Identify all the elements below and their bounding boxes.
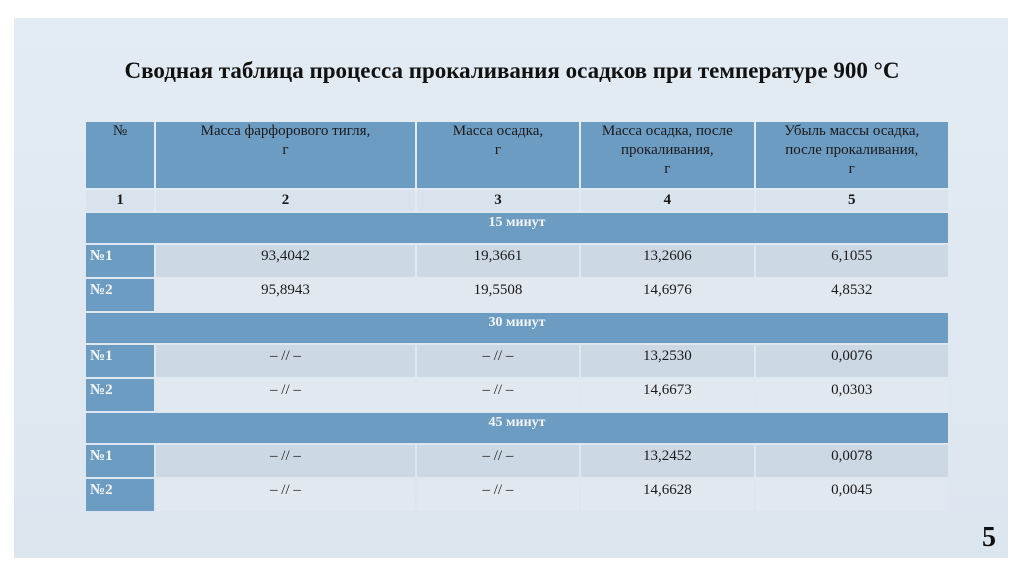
table-row: №1 – // – – // – 13,2452 0,0078: [86, 445, 948, 477]
mass-after: 13,2606: [581, 245, 754, 277]
section-row-45-min: 45 минут: [86, 413, 948, 443]
row-id: №2: [86, 479, 155, 511]
mass-loss: 4,8532: [755, 279, 948, 311]
table-row: №2 – // – – // – 14,6628 0,0045: [86, 479, 948, 511]
sediment-mass: – // –: [416, 445, 580, 477]
column-number: 2: [156, 190, 415, 211]
table-row: №2 95,8943 19,5508 14,6976 4,8532: [86, 279, 948, 311]
row-id: №1: [86, 345, 155, 377]
table-row: №2 – // – – // – 14,6673 0,0303: [86, 379, 948, 411]
row-id: №2: [86, 279, 155, 311]
sediment-mass: 19,3661: [416, 245, 580, 277]
section-label: 30 минут: [86, 313, 948, 343]
table-row: №1 – // – – // – 13,2530 0,0076: [86, 345, 948, 377]
row-id: №2: [86, 379, 155, 411]
section-row-15-min: 15 минут: [86, 213, 948, 243]
column-number: 4: [581, 190, 754, 211]
mass-loss: 0,0078: [755, 445, 948, 477]
crucible-mass: – // –: [156, 445, 415, 477]
sediment-mass: – // –: [416, 379, 580, 411]
mass-loss: 0,0045: [755, 479, 948, 511]
column-number-row: 1 2 3 4 5: [86, 190, 948, 211]
mass-after: 14,6628: [581, 479, 754, 511]
sediment-mass: – // –: [416, 345, 580, 377]
page-number: 5: [982, 522, 996, 553]
column-number: 1: [86, 190, 155, 211]
row-id: №1: [86, 245, 155, 277]
slide-title: Сводная таблица процесса прокаливания ос…: [124, 58, 900, 83]
section-label: 15 минут: [86, 213, 948, 243]
mass-after: 13,2452: [581, 445, 754, 477]
header-row: № Масса фарфорового тигля, г Масса осадк…: [86, 122, 948, 188]
header-cell-crucible-mass: Масса фарфорового тигля, г: [156, 122, 415, 188]
sediment-mass: – // –: [416, 479, 580, 511]
section-row-30-min: 30 минут: [86, 313, 948, 343]
crucible-mass: – // –: [156, 345, 415, 377]
summary-table: № Масса фарфорового тигля, г Масса осадк…: [84, 120, 950, 513]
crucible-mass: – // –: [156, 379, 415, 411]
table-row: №1 93,4042 19,3661 13,2606 6,1055: [86, 245, 948, 277]
mass-loss: 6,1055: [755, 245, 948, 277]
column-number: 5: [755, 190, 948, 211]
header-cell-number: №: [86, 122, 155, 188]
mass-after: 13,2530: [581, 345, 754, 377]
crucible-mass: 93,4042: [156, 245, 415, 277]
column-number: 3: [416, 190, 580, 211]
section-label: 45 минут: [86, 413, 948, 443]
row-id: №1: [86, 445, 155, 477]
header-cell-mass-after: Масса осадка, после прокаливания, г: [581, 122, 754, 188]
mass-loss: 0,0076: [755, 345, 948, 377]
sediment-mass: 19,5508: [416, 279, 580, 311]
mass-loss: 0,0303: [755, 379, 948, 411]
header-cell-mass-loss: Убыль массы осадка, после прокаливания, …: [755, 122, 948, 188]
crucible-mass: 95,8943: [156, 279, 415, 311]
mass-after: 14,6976: [581, 279, 754, 311]
header-cell-sediment-mass: Масса осадка, г: [416, 122, 580, 188]
crucible-mass: – // –: [156, 479, 415, 511]
mass-after: 14,6673: [581, 379, 754, 411]
